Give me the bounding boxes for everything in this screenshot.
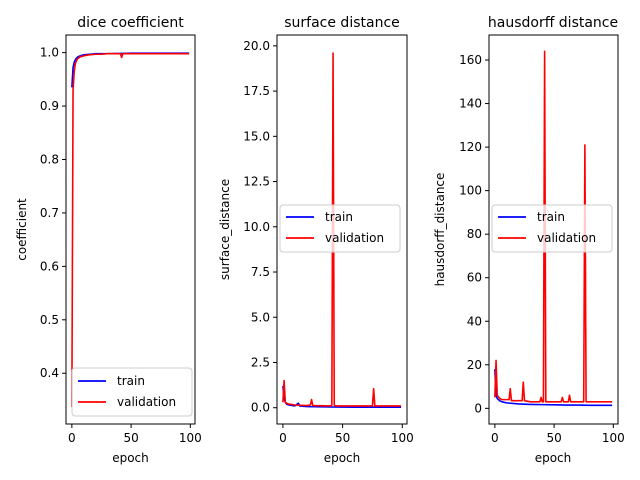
y-tick-label: 0.0 bbox=[251, 401, 270, 415]
legend-box bbox=[71, 367, 193, 417]
y-tick-label: 10.0 bbox=[243, 220, 270, 234]
legend-label-train: train bbox=[537, 210, 565, 224]
plot-frame bbox=[276, 34, 408, 425]
legend-label-train: train bbox=[117, 374, 145, 388]
series-line-validation bbox=[71, 52, 190, 407]
legend-label-validation: validation bbox=[117, 395, 176, 409]
x-tick-label: 0 bbox=[491, 431, 499, 445]
y-tick-label: 0.6 bbox=[40, 259, 59, 273]
y-axis-label: surface_distance bbox=[218, 179, 232, 280]
surface-distance-chart: surface distance epoch surface_distance … bbox=[218, 15, 414, 465]
plot-frame bbox=[65, 34, 196, 425]
y-tick-label: 0.5 bbox=[40, 313, 59, 327]
y-tick-label: 0.8 bbox=[40, 153, 59, 167]
y-tick-label: 80 bbox=[467, 227, 482, 241]
y-tick-label: 100 bbox=[459, 184, 482, 198]
chart-title: dice coefficient bbox=[77, 15, 184, 31]
x-tick-label: 0 bbox=[68, 431, 76, 445]
y-tick-label: 1.0 bbox=[40, 46, 59, 60]
x-tick-label: 100 bbox=[602, 431, 625, 445]
y-tick-label: 0.9 bbox=[40, 99, 59, 113]
y-tick-label: 17.5 bbox=[243, 84, 270, 98]
y-tick-label: 5.0 bbox=[251, 310, 270, 324]
legend-label-validation: validation bbox=[325, 231, 384, 245]
dice-coefficient-chart: dice coefficient epoch coefficient 0 50 10… bbox=[15, 15, 202, 465]
plot-frame bbox=[488, 34, 619, 425]
x-axis-label: epoch bbox=[112, 451, 149, 465]
x-tick-label: 50 bbox=[123, 431, 138, 445]
x-tick-label: 50 bbox=[335, 431, 350, 445]
series-line-train bbox=[494, 369, 613, 407]
y-tick-label: 140 bbox=[459, 97, 482, 111]
x-tick-label: 100 bbox=[391, 431, 414, 445]
y-tick-label: 12.5 bbox=[243, 175, 270, 189]
y-tick-label: 60 bbox=[467, 271, 482, 285]
y-tick-label: 7.5 bbox=[251, 265, 270, 279]
y-tick-label: 20.0 bbox=[243, 39, 270, 53]
y-tick-label: 0.4 bbox=[40, 366, 59, 380]
y-tick-label: 0.7 bbox=[40, 206, 59, 220]
y-tick-label: 160 bbox=[459, 53, 482, 67]
y-axis-label: coefficient bbox=[15, 198, 29, 261]
legend: train validation bbox=[491, 204, 613, 253]
x-tick-label: 0 bbox=[279, 431, 287, 445]
x-axis-label: epoch bbox=[324, 451, 361, 465]
y-tick-label: 40 bbox=[467, 314, 482, 328]
y-tick-label: 15.0 bbox=[243, 129, 270, 143]
chart-title: hausdorff distance bbox=[488, 15, 618, 31]
hausdorff-distance-chart: hausdorff distance epoch hausdorff_dista… bbox=[433, 15, 625, 465]
x-tick-label: 50 bbox=[546, 431, 561, 445]
legend-label-train: train bbox=[325, 210, 353, 224]
y-axis-label: hausdorff_distance bbox=[433, 173, 447, 287]
legend: train validation bbox=[279, 204, 401, 253]
legend: train validation bbox=[71, 367, 193, 417]
legend-label-validation: validation bbox=[537, 231, 596, 245]
y-tick-label: 120 bbox=[459, 140, 482, 154]
y-tick-label: 20 bbox=[467, 358, 482, 372]
x-axis-label: epoch bbox=[535, 451, 572, 465]
chart-title: surface distance bbox=[284, 15, 400, 31]
y-tick-label: 2.5 bbox=[251, 355, 270, 369]
x-tick-label: 100 bbox=[179, 431, 202, 445]
series-line-validation bbox=[282, 52, 402, 407]
y-tick-label: 0 bbox=[474, 401, 482, 415]
